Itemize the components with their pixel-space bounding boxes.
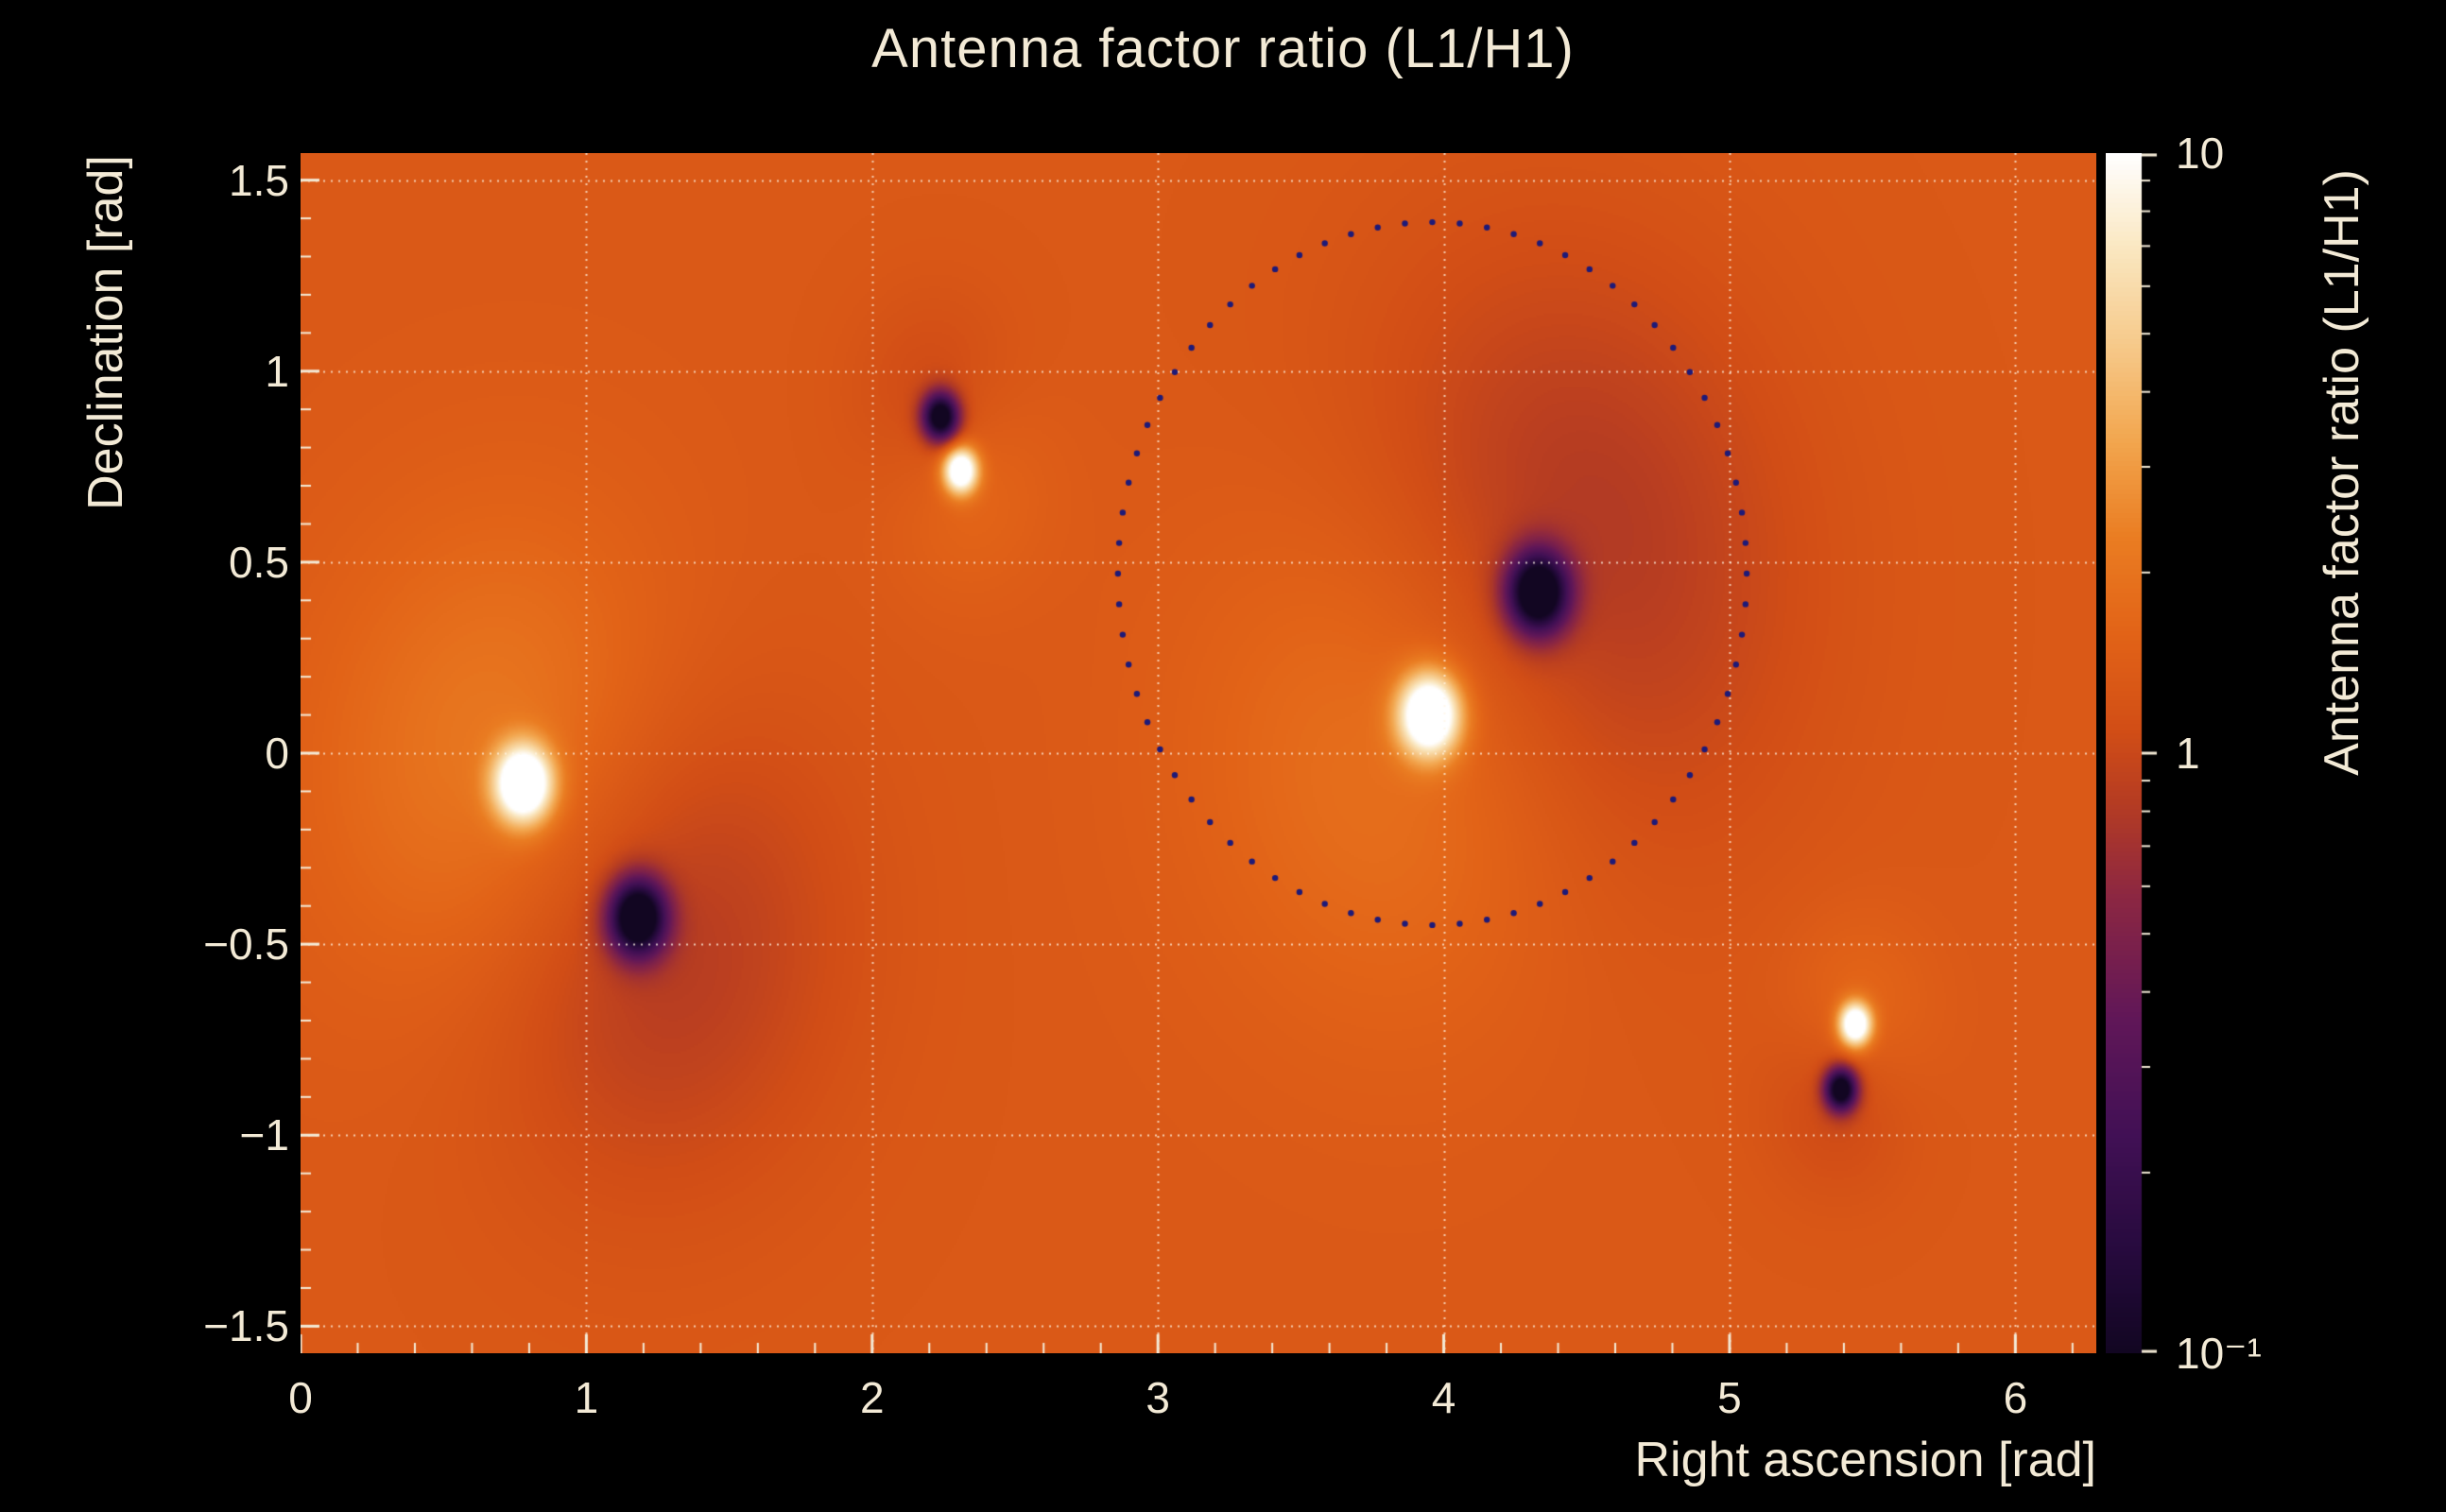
x-axis-title: Right ascension [rad] [1634,1433,2097,1487]
y-tick-label: −1.5 [203,1301,289,1351]
colorbar-tick-label-top: 10 [2176,129,2225,178]
x-tick-label: 6 [2003,1373,2028,1422]
colorbar-tick-label-bottom: 10⁻¹ [2176,1329,2262,1378]
y-tick-label: 0 [265,729,289,778]
x-tick-label: 3 [1145,1373,1170,1422]
chart-title: Antenna factor ratio (L1/H1) [871,18,1575,79]
x-tick-label: 0 [288,1373,313,1422]
colorbar-axis-title: Antenna factor ratio (L1/H1) [2315,169,2369,776]
x-tick-label: 2 [859,1373,885,1422]
x-tick-label: 4 [1431,1373,1456,1422]
colorbar-tick-label-middle: 1 [2176,729,2200,778]
y-tick-label: −0.5 [203,919,289,970]
x-tick-label: 1 [574,1373,599,1422]
colorbar [2106,153,2162,1353]
x-tick-label: 5 [1717,1373,1742,1422]
y-tick-label: 0.5 [229,537,289,587]
y-tick-label: 1.5 [229,155,289,205]
plot-overlay-grid-and-contour [301,153,2096,1353]
y-tick-label: −1 [239,1110,289,1160]
y-axis-title: Declination [rad] [78,155,133,510]
y-tick-label: 1 [265,346,289,396]
